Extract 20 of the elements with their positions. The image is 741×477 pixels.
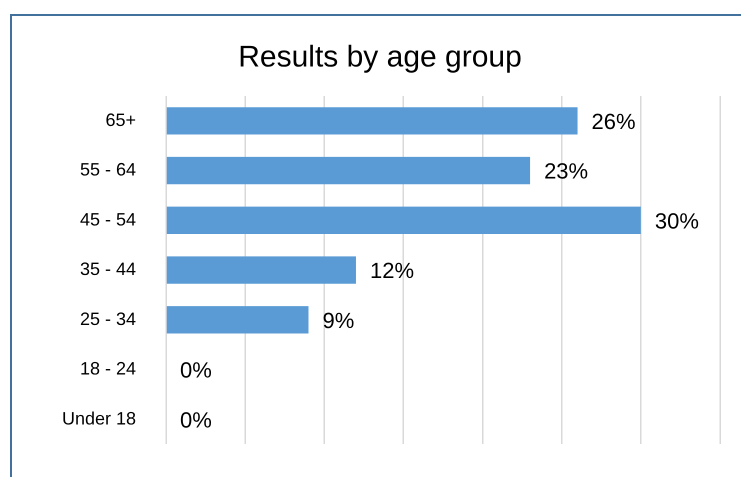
data-label: 26% bbox=[592, 108, 636, 134]
data-label: 23% bbox=[544, 158, 588, 184]
y-tick-label: 45 - 54 bbox=[80, 209, 136, 230]
bar bbox=[166, 306, 308, 334]
data-label: 30% bbox=[654, 208, 699, 234]
bar bbox=[166, 156, 530, 184]
y-tick-label: Under 18 bbox=[62, 408, 136, 428]
data-label: 12% bbox=[370, 258, 414, 284]
y-tick-label: 18 - 24 bbox=[80, 358, 136, 379]
y-tick-label: 25 - 34 bbox=[80, 308, 136, 329]
data-label: 0% bbox=[180, 358, 212, 383]
y-tick-label: 55 - 64 bbox=[80, 160, 136, 180]
chart-title: Results by age group bbox=[238, 40, 522, 74]
y-tick-label: 35 - 44 bbox=[80, 259, 136, 280]
bar bbox=[166, 107, 578, 135]
data-label: 0% bbox=[180, 407, 212, 432]
data-label: 9% bbox=[322, 308, 354, 333]
bar bbox=[166, 256, 356, 284]
y-tick-label: 65+ bbox=[106, 110, 136, 130]
bar bbox=[166, 206, 641, 234]
